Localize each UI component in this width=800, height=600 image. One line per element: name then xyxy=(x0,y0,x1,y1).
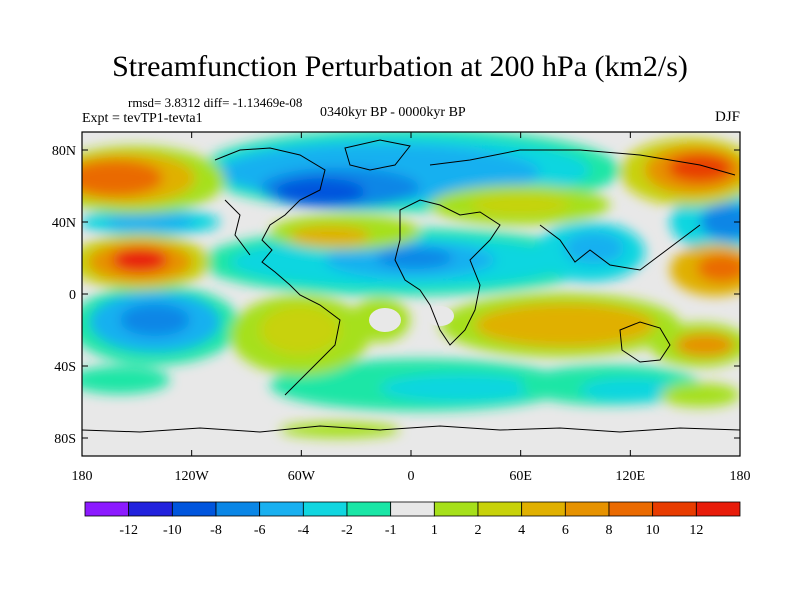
blob-southern-pacific-east xyxy=(660,383,740,407)
lon-tick-label: 60W xyxy=(288,469,316,484)
colorbar-swatch xyxy=(608,501,654,517)
lon-tick-label: 180 xyxy=(730,469,751,484)
colorbar-label: 2 xyxy=(475,523,482,538)
lat-tick-label: 40N xyxy=(52,216,76,231)
colorbar-swatch xyxy=(695,501,741,517)
colorbar-label: -4 xyxy=(297,523,309,538)
latitude-axis: 80N 40N 0 40S 80S xyxy=(52,144,740,447)
colorbar-swatch xyxy=(346,501,392,517)
colorbar-label: 12 xyxy=(689,523,703,538)
colorbar-swatch xyxy=(259,501,304,517)
colorbar-label: -6 xyxy=(254,523,266,538)
neutral-island-africa xyxy=(426,306,454,326)
coast-americas xyxy=(214,147,341,396)
map-title: Streamfunction Perturbation at 200 hPa (… xyxy=(112,50,688,83)
blob-southwest-pacific-core xyxy=(675,333,735,357)
blob-west-pacific-core xyxy=(700,204,740,240)
neutral-island-atlantic xyxy=(369,308,401,332)
coast-us-west xyxy=(224,199,251,256)
coast-eurasia-north xyxy=(429,149,736,176)
colorbar-label: 1 xyxy=(431,523,438,538)
colorbar-swatch xyxy=(302,501,348,517)
blob-indian-north-core xyxy=(564,232,624,264)
colorbar: -12 -10 -8 -6 -4 -2 -1 1 2 4 6 8 10 12 xyxy=(84,501,741,538)
lat-tick-label: 80N xyxy=(52,144,76,159)
period-label: 0340kyr BP - 0000kyr BP xyxy=(320,105,466,120)
blob-eurasia-core xyxy=(470,195,570,215)
lon-tick-label: 120E xyxy=(616,469,646,484)
blob-hawaii-core xyxy=(112,248,168,272)
colorbar-swatch xyxy=(477,501,523,517)
blob-south-atlantic-core xyxy=(380,374,540,402)
colorbar-swatch xyxy=(215,501,261,517)
colorbar-swatch xyxy=(128,501,173,517)
colorbar-label: 8 xyxy=(606,523,613,538)
coast-antarctica xyxy=(82,425,740,433)
lat-tick-label: 40S xyxy=(54,360,76,375)
blob-north-atlantic-peak xyxy=(275,178,365,206)
blob-south-pacific-core xyxy=(120,304,190,336)
colorbar-label: -10 xyxy=(163,523,182,538)
blob-mid-atlantic-core xyxy=(290,226,370,246)
colorbar-swatch xyxy=(390,501,435,517)
lat-tick-label: 0 xyxy=(69,288,76,303)
lon-tick-label: 60E xyxy=(509,469,532,484)
colorbar-swatch xyxy=(652,501,697,517)
blob-north-pacific-core xyxy=(105,213,195,231)
coastlines xyxy=(82,139,740,433)
colorbar-swatch xyxy=(84,501,130,517)
colorbar-label: -2 xyxy=(341,523,353,538)
blob-southern-ocean xyxy=(280,422,400,438)
coast-greenland xyxy=(344,139,411,171)
colorbar-label: -1 xyxy=(385,523,397,538)
season-label: DJF xyxy=(714,109,740,125)
colorbar-swatch xyxy=(171,501,217,517)
colorbar-label: 4 xyxy=(518,523,525,538)
contour-field xyxy=(82,132,740,456)
colorbar-swatch xyxy=(521,501,566,517)
colorbar-swatch xyxy=(433,501,479,517)
blob-southern-indian-core xyxy=(580,378,680,402)
colorbar-label: -8 xyxy=(210,523,222,538)
lat-tick-label: 80S xyxy=(54,432,76,447)
blob-siberia-core xyxy=(668,154,732,182)
blob-south-indian-core xyxy=(475,303,655,347)
blob-tropical-atlantic-core xyxy=(377,248,453,268)
coast-australia xyxy=(619,321,671,363)
blob-south-america-core xyxy=(260,305,340,355)
blob-southeast-pacific xyxy=(82,366,170,394)
blob-alaska-core xyxy=(82,160,163,196)
colorbar-label: 10 xyxy=(646,523,660,538)
lon-tick-label: 120W xyxy=(175,469,210,484)
stats-label: rmsd= 3.8312 diff= -1.13469e-08 xyxy=(128,95,303,110)
lon-tick-label: 180 xyxy=(72,469,93,484)
colorbar-label: 6 xyxy=(562,523,569,538)
colorbar-swatch xyxy=(564,501,610,517)
colorbar-label: -12 xyxy=(119,523,138,538)
lon-tick-label: 0 xyxy=(408,469,415,484)
blob-philippine-core xyxy=(697,254,740,282)
longitude-axis: 180 120W 60W 0 60E 120E 180 xyxy=(72,132,751,484)
coast-africa xyxy=(394,199,501,346)
experiment-label: Expt = tevTP1-tevta1 xyxy=(82,111,203,126)
coast-asia-south xyxy=(539,224,701,271)
